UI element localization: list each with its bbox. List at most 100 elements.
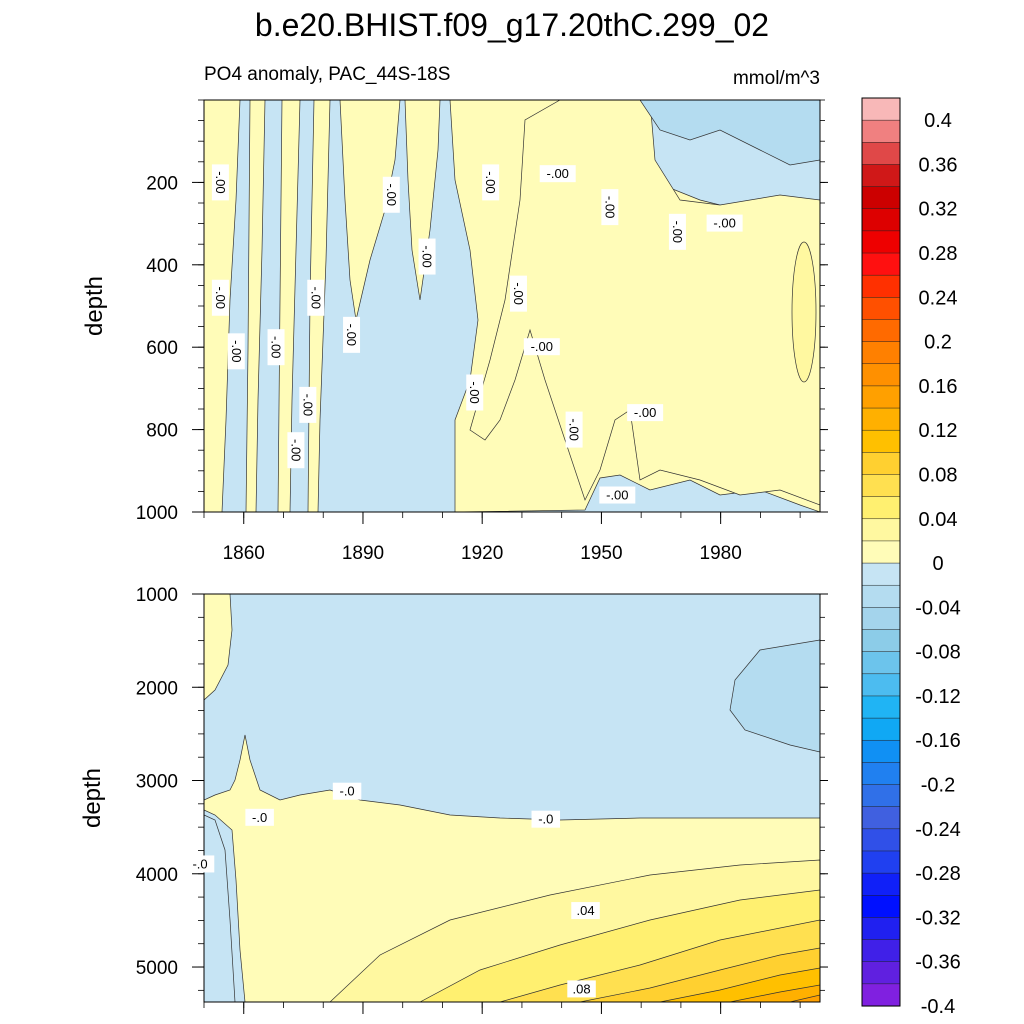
- top-panel-contour-labels: -.00 -.00 -.00 -.00 -.00 -.00 -.00 -.00 -.00 -.00…: [211, 164, 743, 504]
- contour-fill-positive: [789, 994, 820, 1002]
- contour-label-box: [245, 808, 274, 826]
- top-panel-ylabel: depth: [81, 276, 108, 336]
- top-x-tick-label: 1890: [342, 543, 384, 564]
- colorbar-tick-label: 0.04: [919, 509, 958, 531]
- contour-label-text: -.00: [344, 324, 359, 346]
- contour-label-box: [567, 980, 596, 998]
- colorbar-tick-label: 0.2: [924, 332, 952, 354]
- colorbar-swatch: [861, 363, 901, 387]
- top-panel-axes: 1860 1890 1920 1950 1980 200 400 600 800 1000: [136, 99, 828, 564]
- colorbar-swatch: [861, 784, 901, 808]
- top-y-tick-label: 1000: [136, 503, 178, 524]
- bottom-contour-label: .04: [571, 902, 600, 920]
- contour-label-text: -.00: [384, 184, 399, 206]
- contour-label-text: .04: [576, 903, 594, 918]
- bottom-contour-label: -.0: [332, 782, 362, 800]
- top-contour-label: -.00: [227, 333, 245, 370]
- colorbar-tick-label: -0.36: [915, 952, 961, 974]
- contour-label-text: -.00: [713, 216, 735, 231]
- top-contour-label: -.00: [267, 329, 285, 366]
- contour-label-text: -.00: [634, 405, 656, 420]
- colorbar-swatch: [861, 142, 901, 165]
- contour-label-text: -.0: [252, 810, 267, 825]
- contour-fill-positive: [729, 984, 820, 1002]
- colorbar-swatch: [861, 186, 901, 210]
- contour-label-box: [211, 164, 229, 201]
- colorbar-swatch: [861, 385, 901, 409]
- contour-label-box: [571, 902, 600, 920]
- contour-fill-negative: [639, 100, 820, 166]
- top-contour-label: -.00: [418, 238, 436, 275]
- bottom-contour-label: -.0: [245, 808, 274, 826]
- bottom-panel-axes: 1000 2000 3000 4000 5000: [136, 585, 828, 1014]
- top-x-tick-label: 1920: [461, 543, 503, 564]
- contour-label-box: [599, 486, 636, 504]
- contour-label-box: [668, 213, 686, 250]
- colorbar-swatch: [861, 717, 901, 741]
- colorbar-tick-label: -0.04: [915, 597, 961, 619]
- panel-units: mmol/m^3: [733, 68, 820, 89]
- colorbar-swatch: [861, 297, 901, 321]
- bottom-panel-frame: [203, 593, 821, 1003]
- bottom-panel-contour-labels: -.0 -.0 -.0 -.0 .04 .08: [185, 782, 600, 998]
- colorbar-swatch: [861, 961, 901, 985]
- contour-label-box: [267, 329, 285, 366]
- contour-label-text: -.00: [547, 166, 569, 181]
- colorbar-tick-label: -0.32: [915, 907, 961, 929]
- colorbar-swatch: [861, 739, 901, 763]
- contour-fill-positive: [469, 100, 820, 506]
- contour-fill-positive: [204, 594, 233, 701]
- colorbar-swatch: [861, 651, 901, 675]
- panel-subtitle-left: PO4 anomaly, PAC_44S-18S: [204, 64, 450, 85]
- contour-label-box: [565, 411, 583, 448]
- colorbar-swatch: [861, 319, 901, 343]
- colorbar-tick-label: 0.16: [919, 376, 958, 398]
- colorbar-swatch: [861, 895, 901, 918]
- colorbar-swatch: [861, 562, 901, 586]
- top-contour-label: -.00: [466, 374, 484, 411]
- contour-label-box: [706, 214, 743, 232]
- colorbar-tick-label: 0.12: [919, 420, 958, 442]
- top-contour-label: -.00: [382, 176, 400, 213]
- contour-fill-positive: [339, 100, 401, 321]
- bottom-y-tick-label: 5000: [136, 958, 178, 979]
- contour-label-box: [539, 165, 576, 183]
- colorbar-tick-label: -0.4: [921, 996, 955, 1018]
- colorbar-tick-label: -0.2: [921, 775, 955, 797]
- contour-label-box: [382, 176, 400, 213]
- contour-label-box: [627, 404, 664, 422]
- top-contour-label: -.00: [539, 165, 576, 183]
- contour-label-text: -.0: [192, 856, 207, 871]
- colorbar-swatch: [861, 607, 901, 631]
- colorbar-swatch: [861, 252, 901, 276]
- colorbar-swatch: [861, 474, 901, 498]
- colorbar-frame: [861, 97, 901, 1007]
- contour-label-box: [211, 279, 229, 316]
- colorbar-swatch: [861, 695, 901, 719]
- contour-label-text: -.00: [420, 245, 435, 267]
- bottom-y-tick-label: 4000: [136, 865, 178, 886]
- top-contour-label: -.00: [509, 275, 527, 312]
- contour-label-text: -.00: [213, 171, 228, 193]
- contour-fill-positive: [245, 100, 266, 512]
- top-y-tick-label: 200: [146, 173, 178, 194]
- top-contour-label: -.00: [211, 164, 229, 201]
- colorbar-swatch: [861, 341, 901, 365]
- top-y-tick-label: 800: [146, 421, 178, 442]
- contour-label-box: [531, 810, 561, 828]
- contour-label-text: -.0: [339, 784, 354, 799]
- colorbar-tick-label: -0.16: [915, 730, 961, 752]
- contour-fill-positive: [791, 241, 817, 383]
- contour-label-text: -.00: [670, 221, 685, 243]
- bottom-contour-label: .08: [567, 980, 596, 998]
- top-contour-label: -.00: [601, 189, 619, 226]
- colorbar-tick-label: 0: [932, 553, 943, 575]
- top-panel-plot-area: [203, 99, 821, 513]
- bottom-y-tick-label: 3000: [136, 772, 178, 793]
- top-contour-label: -.00: [599, 486, 636, 504]
- contour-label-text: -.00: [269, 336, 284, 358]
- colorbar-swatch: [861, 518, 901, 542]
- contour-label-text: -.00: [300, 394, 315, 416]
- colorbar-swatch: [861, 828, 901, 852]
- colorbar-swatch: [861, 274, 901, 298]
